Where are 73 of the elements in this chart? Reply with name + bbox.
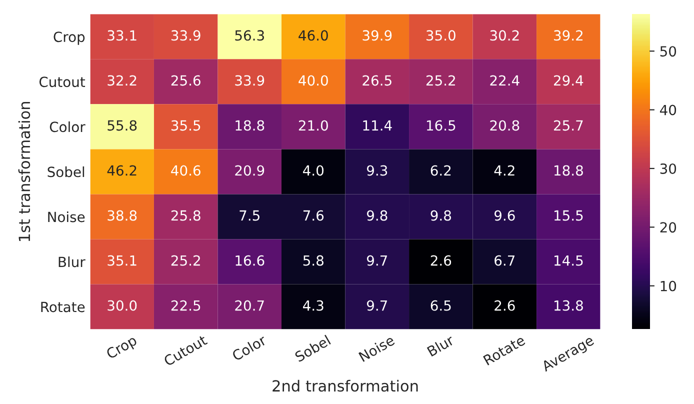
- data-label: 38.8: [108, 210, 137, 221]
- data-label: 4.2: [494, 165, 514, 176]
- data-label: 35.1: [108, 255, 136, 266]
- y-tick-label: Blur: [58, 256, 86, 268]
- data-label: 20.9: [235, 165, 264, 176]
- data-label: 55.8: [108, 120, 137, 131]
- data-label: 20.7: [235, 300, 264, 311]
- data-label: 39.9: [362, 30, 392, 41]
- data-label: 30.2: [490, 30, 519, 41]
- data-label: 25.6: [171, 75, 200, 86]
- data-label: 46.0: [298, 30, 328, 41]
- y-tick-label: Rotate: [41, 302, 85, 312]
- color-bar-label: 50: [660, 46, 676, 57]
- data-label: 4.0: [303, 165, 324, 176]
- data-label: 35.5: [171, 120, 200, 131]
- data-label: 30.0: [108, 300, 137, 311]
- data-label: 26.5: [362, 75, 392, 86]
- data-label: 9.3: [366, 165, 388, 176]
- data-label: 22.4: [490, 75, 520, 86]
- y-tick-label: Cutout: [39, 76, 86, 88]
- x-tick-label: Color: [231, 334, 268, 362]
- x-axis-title: 2nd transformation: [272, 380, 418, 392]
- data-label: 9.7: [366, 300, 388, 311]
- data-label: 29.4: [554, 75, 584, 86]
- data-label: 2.6: [494, 300, 515, 311]
- color-bar-label: 40: [660, 104, 676, 116]
- data-label: 22.5: [171, 300, 200, 311]
- data-label: 14.5: [554, 255, 583, 266]
- data-label: 39.2: [554, 30, 582, 41]
- data-label: 18.8: [236, 120, 264, 131]
- data-label: 15.5: [554, 210, 583, 221]
- data-label: 9.7: [366, 255, 388, 266]
- data-label: 9.6: [494, 210, 515, 221]
- data-label: 56.3: [235, 30, 264, 41]
- color-bar-label: 30: [660, 163, 676, 174]
- y-tick-label: Noise: [48, 211, 85, 222]
- data-label: 40.0: [298, 75, 328, 86]
- data-label: 2.6: [430, 255, 452, 266]
- data-label: 33.1: [108, 30, 136, 41]
- y-tick-label: Sobel: [48, 166, 84, 178]
- x-tick-label: Blur: [426, 334, 456, 357]
- data-label: 4.3: [303, 300, 324, 311]
- data-label: 18.8: [554, 165, 583, 176]
- data-label: 9.8: [366, 210, 388, 221]
- y-axis-title: 1st transformation: [18, 102, 30, 242]
- data-label: 33.9: [235, 75, 264, 86]
- data-label: 46.2: [107, 165, 136, 176]
- data-label: 25.7: [554, 120, 583, 131]
- x-tick-label: Crop: [106, 334, 139, 362]
- data-label: 5.8: [303, 255, 324, 266]
- data-label: 7.6: [303, 210, 324, 221]
- data-label: 9.8: [430, 210, 451, 221]
- data-label: 6.2: [430, 165, 451, 176]
- data-label: 25.2: [171, 255, 200, 266]
- data-label: 16.6: [236, 255, 264, 266]
- data-label: 21.0: [298, 120, 328, 131]
- y-tick-label: Color: [50, 121, 86, 132]
- data-label: 33.9: [171, 30, 200, 41]
- data-label: 35.0: [426, 30, 456, 41]
- data-label: 6.7: [494, 255, 515, 266]
- data-label: 20.8: [490, 120, 520, 131]
- data-label: 11.4: [363, 120, 392, 131]
- y-tick-label: Crop: [54, 32, 85, 45]
- data-label: 40.6: [171, 165, 200, 176]
- color-bar-label: 20: [660, 222, 676, 233]
- data-label: 32.2: [108, 75, 136, 86]
- data-label: 7.5: [240, 210, 260, 221]
- data-label: 25.2: [426, 75, 455, 86]
- data-label: 25.8: [171, 210, 200, 221]
- data-label: 16.5: [426, 120, 456, 131]
- data-label: 13.8: [554, 300, 583, 311]
- data-label: 6.5: [430, 300, 451, 311]
- color-bar-label: 10: [660, 280, 676, 292]
